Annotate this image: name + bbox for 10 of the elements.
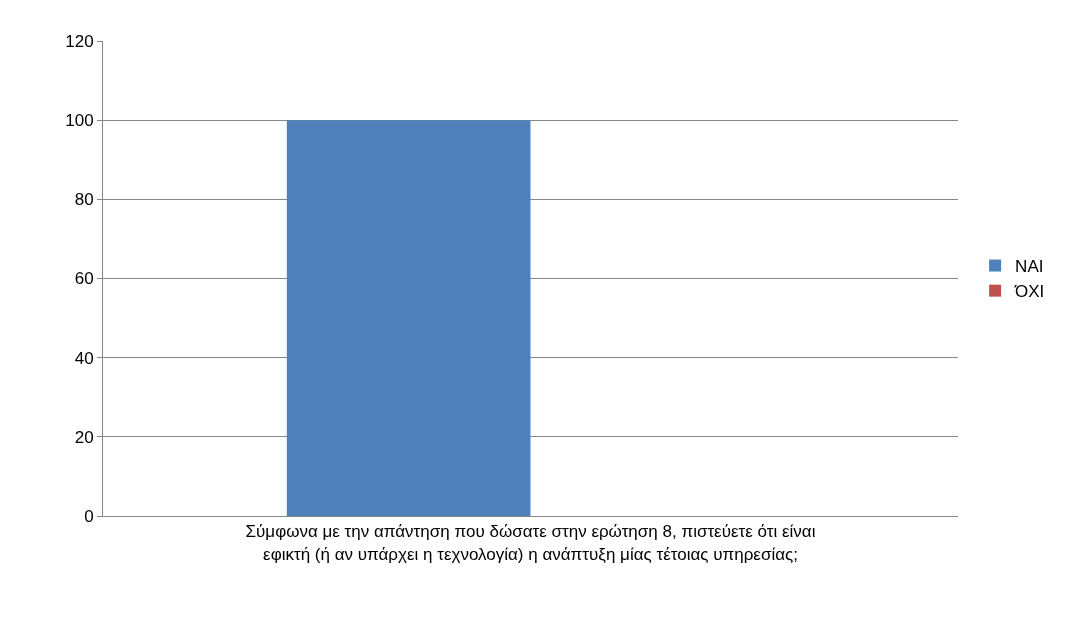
y-tick-label: 20 [74,427,94,447]
y-tick-label: 100 [65,111,94,131]
y-tick-label: 60 [74,269,94,289]
y-tick-label: 80 [74,190,94,210]
x-tick-label: Σύμφωνα με την απάντηση που δώσατε στην ερώτηση 8, πιστεύετε ότι είναι εφικτή (ή αν υπάρχει η τεχνολογία) η ανάπτυξη μίας τέτοιας υπηρεσίας; [245,522,816,564]
y-tick-label: 40 [74,348,94,368]
y-tick-label: 0 [84,506,94,526]
legend-label: ΝΑΙ [1015,257,1044,277]
y-tick-label: 120 [65,31,94,51]
legend-label: ΌΧΙ [1014,282,1045,302]
